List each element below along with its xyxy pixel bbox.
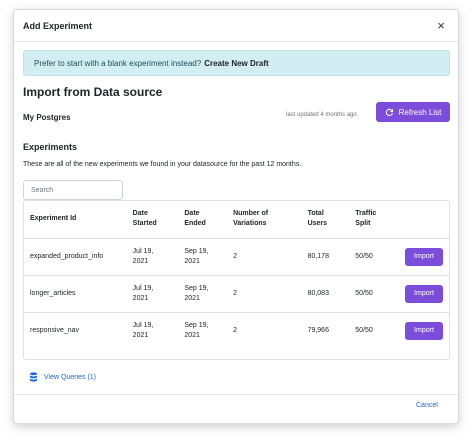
experiments-table: Experiment Id Date Started Date Ended Numb…: [23, 200, 450, 360]
traffic-split-cell: 50/50: [355, 326, 373, 334]
action-cell: Import: [399, 238, 449, 276]
experiment-id-cell: longer_articles: [24, 275, 128, 313]
date-ended-cell: Sep 19, 2021: [179, 275, 229, 313]
add-experiment-modal: Add Experiment × Prefer to start with a …: [13, 9, 459, 424]
column-header-total-users: Total Users: [302, 201, 351, 239]
date-ended-cell: Sep 19, 2021: [184, 321, 209, 339]
table-header-row: Experiment Id Date Started Date Ended Numb…: [24, 201, 449, 239]
column-header-experiment-id: Experiment Id: [24, 201, 128, 239]
view-queries-link[interactable]: View Queries (1): [29, 372, 96, 382]
search-input[interactable]: [23, 180, 123, 200]
close-icon[interactable]: ×: [437, 18, 445, 33]
experiment-id-cell: expanded_product_info: [24, 238, 128, 276]
column-header-actions: [399, 201, 449, 239]
date-started-cell: Jul 19, 2021: [132, 321, 154, 339]
refresh-list-button[interactable]: Refresh List: [376, 102, 450, 122]
date-ended-cell: Sep 19, 2021: [179, 238, 229, 276]
table-row: longer_articles Jul 19, 2021 Sep 19, 2021 …: [24, 275, 449, 313]
experiments-description: These are all of the new experiments we …: [23, 161, 302, 168]
variations-cell: 2: [233, 326, 237, 334]
refresh-icon: [385, 108, 393, 116]
traffic-split-cell: 50/50: [350, 238, 400, 276]
database-icon: [29, 372, 38, 382]
cancel-button[interactable]: Cancel: [416, 402, 438, 409]
modal-footer-divider: [14, 394, 458, 395]
traffic-split-cell: 50/50: [350, 275, 400, 313]
import-button[interactable]: Import: [404, 284, 443, 303]
total-users-cell: 80,083: [302, 275, 351, 313]
column-header-date-ended: Date Ended: [179, 201, 229, 239]
table-row: responsive_nav Jul 19, 2021 Sep 19, 2021 2…: [24, 312, 449, 349]
import-button[interactable]: Import: [404, 247, 443, 266]
total-users-cell: 79,966: [307, 326, 329, 334]
refresh-list-label: Refresh List: [398, 107, 442, 117]
view-queries-label: View Queries (1): [44, 373, 97, 381]
experiment-id-cell: responsive_nav: [30, 326, 80, 334]
date-started-cell: Jul 19, 2021: [127, 275, 180, 313]
table-row: expanded_product_info Jul 19, 2021 Sep 19…: [24, 238, 449, 276]
action-cell: Import: [399, 275, 449, 313]
column-header-number-of-variations: Number of Variations: [228, 201, 303, 239]
variations-cell: 2: [228, 275, 303, 313]
last-updated-text: last updated 4 months ago: [286, 112, 357, 118]
modal-title: Add Experiment: [23, 20, 93, 31]
modal-header: Add Experiment ×: [14, 10, 458, 42]
action-cell: Import: [400, 312, 449, 349]
column-header-traffic-split: Traffic Split: [350, 201, 400, 239]
variations-cell: 2: [228, 238, 303, 276]
import-button[interactable]: Import: [404, 321, 443, 340]
blank-experiment-alert: Prefer to start with a blank experiment …: [23, 50, 450, 76]
experiments-heading: Experiments: [23, 142, 78, 152]
create-new-draft-link[interactable]: Create New Draft: [204, 58, 269, 68]
column-header-date-started: Date Started: [127, 201, 180, 239]
total-users-cell: 80,178: [302, 238, 351, 276]
date-started-cell: Jul 19, 2021: [127, 238, 180, 276]
alert-text: Prefer to start with a blank experiment …: [34, 58, 202, 68]
datasource-name: My Postgres: [23, 113, 71, 122]
import-section-title: Import from Data source: [23, 85, 163, 99]
